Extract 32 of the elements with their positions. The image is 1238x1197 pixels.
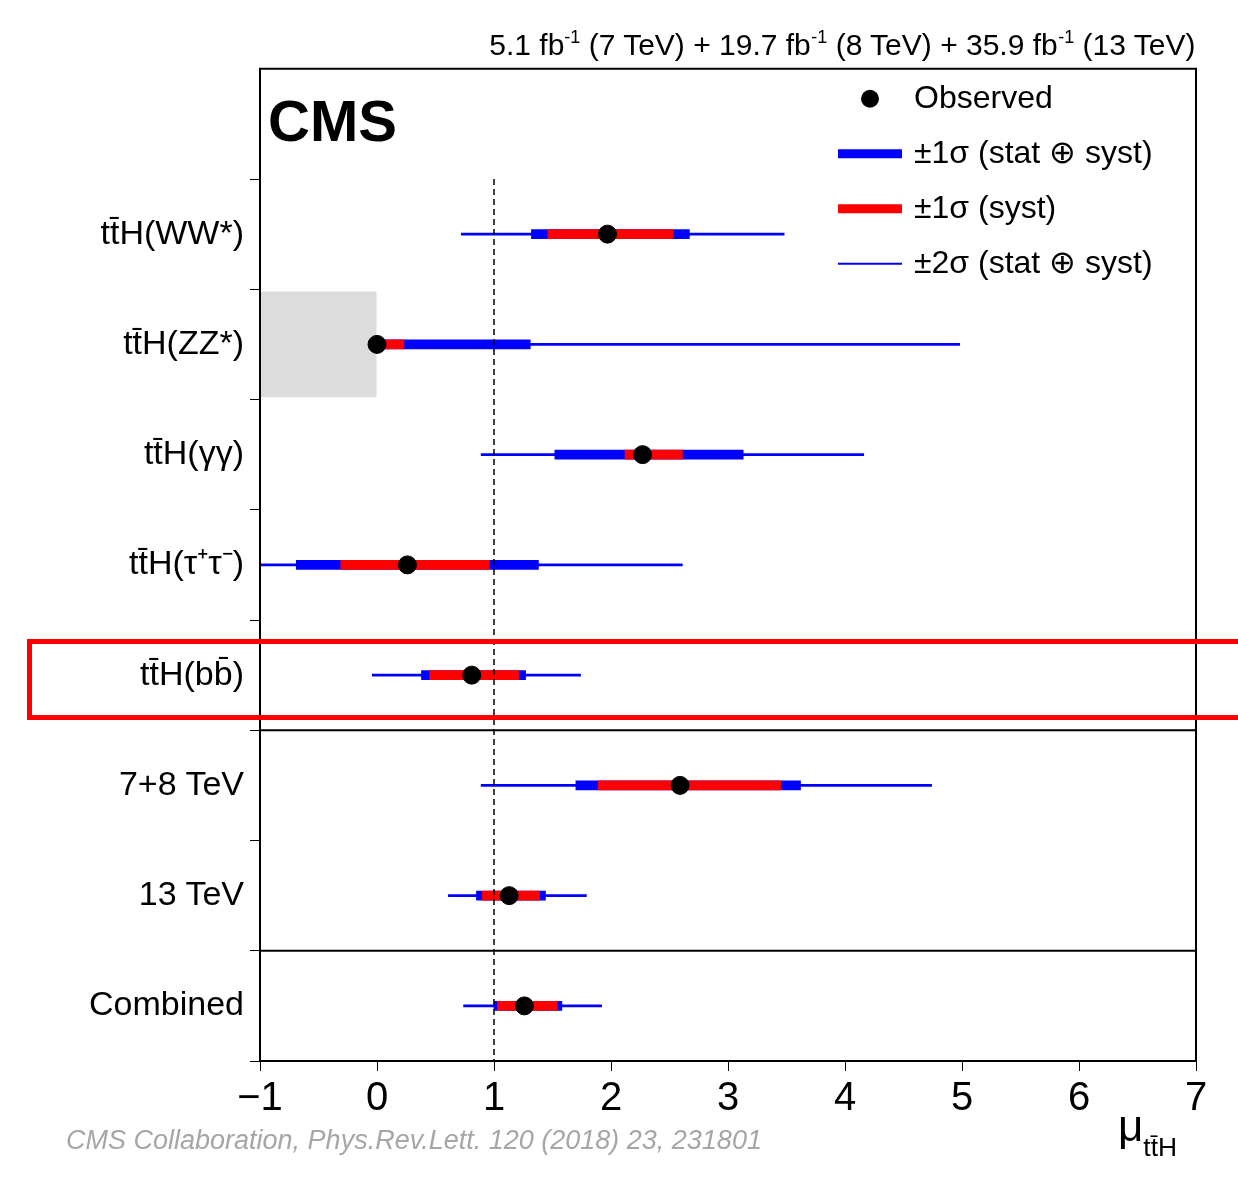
bar (260, 291, 377, 398)
legend-label: ±2σ (stat ⊕ syst) (914, 243, 1153, 280)
point (367, 334, 387, 354)
point (633, 445, 653, 465)
x-tick-label: −1 (237, 1074, 283, 1119)
x-tick-label: 0 (365, 1074, 389, 1119)
point (499, 886, 519, 906)
x-tick-label: 2 (599, 1074, 623, 1119)
point (670, 775, 690, 795)
y-tick-label: tt̄H(γγ) (143, 433, 244, 471)
x-tick-label: 5 (950, 1074, 974, 1119)
text: CMS (268, 87, 397, 153)
point (597, 224, 617, 244)
y-tick-label: tt̄H(bb̄) (140, 653, 244, 692)
x-tick-label: 6 (1067, 1074, 1091, 1119)
x-tick-label: 4 (833, 1074, 857, 1119)
y-tick-label: 7+8 TeV (118, 763, 245, 802)
text: CMS Collaboration, Phys.Rev.Lett. 120 (2018) 23, 231801 (66, 1125, 762, 1155)
x-tick-label: 3 (716, 1074, 740, 1119)
y-tick-label: 13 TeV (138, 874, 245, 912)
legend-label: ±1σ (syst) (914, 188, 1057, 225)
x-tick-label: 7 (1184, 1074, 1208, 1119)
point (514, 996, 534, 1016)
point (462, 665, 482, 685)
y-tick-label: Combined (89, 984, 244, 1023)
y-tick-label: tt̄H(WW*) (100, 212, 244, 251)
point (397, 555, 417, 575)
legend-label: Observed (914, 78, 1053, 115)
y-tick-label: tt̄H(τ⁺τ⁻) (129, 543, 244, 582)
legend-label: ±1σ (stat ⊕ syst) (914, 133, 1153, 170)
x-tick-label: 1 (482, 1074, 506, 1119)
y-tick-label: tt̄H(ZZ*) (123, 322, 244, 361)
